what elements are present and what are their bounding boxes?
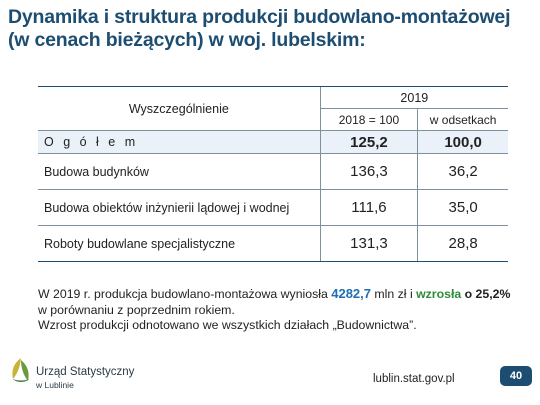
note-line-3: Wzrost produkcji odnotowano we wszystkic… — [38, 318, 417, 332]
cell-share: 28,8 — [417, 225, 508, 262]
note-line-2: w porównaniu z poprzednim rokiem. — [38, 302, 235, 317]
title-line-2: (w cenach bieżących) w woj. lubelskim: — [8, 29, 366, 51]
note-text: W 2019 r. produkcja budowlano-montażowa … — [38, 287, 332, 301]
logo-mark-icon — [12, 358, 29, 382]
header-year: 2019 — [319, 86, 508, 109]
table-row-total: O g ó ł e m 125,2 100,0 — [38, 130, 508, 154]
logo-line-1: Urząd Statystyczny — [36, 366, 135, 378]
growth-word: wzrosła — [416, 287, 462, 301]
summary-note: W 2019 r. produkcja budowlano-montażowa … — [38, 286, 518, 334]
cell-index: 111,6 — [319, 189, 418, 226]
website-url[interactable]: lublin.stat.gov.pl — [373, 373, 455, 385]
header-label: Wyszczególnienie — [38, 86, 321, 131]
row-label: Budowa budynków — [38, 153, 321, 190]
row-label: O g ó ł e m — [38, 130, 321, 154]
production-value: 4282,7 — [331, 286, 371, 301]
cell-index: 125,2 — [319, 130, 418, 154]
header-col-index: 2018 = 100 — [319, 108, 418, 131]
table-row: Budowa obiektów inżynierii lądowej i wod… — [38, 189, 508, 226]
cell-index: 131,3 — [319, 225, 418, 262]
header-col-share: w odsetkach — [417, 108, 508, 131]
cell-share: 36,2 — [417, 153, 508, 190]
table-row: Roboty budowlane specjalistyczne 131,3 2… — [38, 225, 508, 262]
cell-share: 100,0 — [417, 130, 508, 154]
note-text: mln zł i — [371, 287, 417, 301]
production-table: Wyszczególnienie 2019 2018 = 100 w odset… — [38, 86, 508, 262]
note-line-1: W 2019 r. produkcja budowlano-montażowa … — [38, 286, 518, 303]
growth-rate: o 25,2% — [461, 287, 511, 301]
cell-index: 136,3 — [319, 153, 418, 190]
title-line-1: Dynamika i struktura produkcji budowlano… — [8, 6, 511, 28]
office-logo: Urząd Statystyczny w Lublinie — [8, 356, 148, 396]
slide-title: Dynamika i struktura produkcji budowlano… — [8, 6, 528, 52]
logo-line-2: w Lublinie — [36, 380, 74, 390]
table-row: Budowa budynków 136,3 36,2 — [38, 153, 508, 190]
page-number-badge: 40 — [500, 366, 532, 386]
row-label: Budowa obiektów inżynierii lądowej i wod… — [38, 189, 321, 226]
row-label: Roboty budowlane specjalistyczne — [38, 225, 321, 262]
cell-share: 35,0 — [417, 189, 508, 226]
